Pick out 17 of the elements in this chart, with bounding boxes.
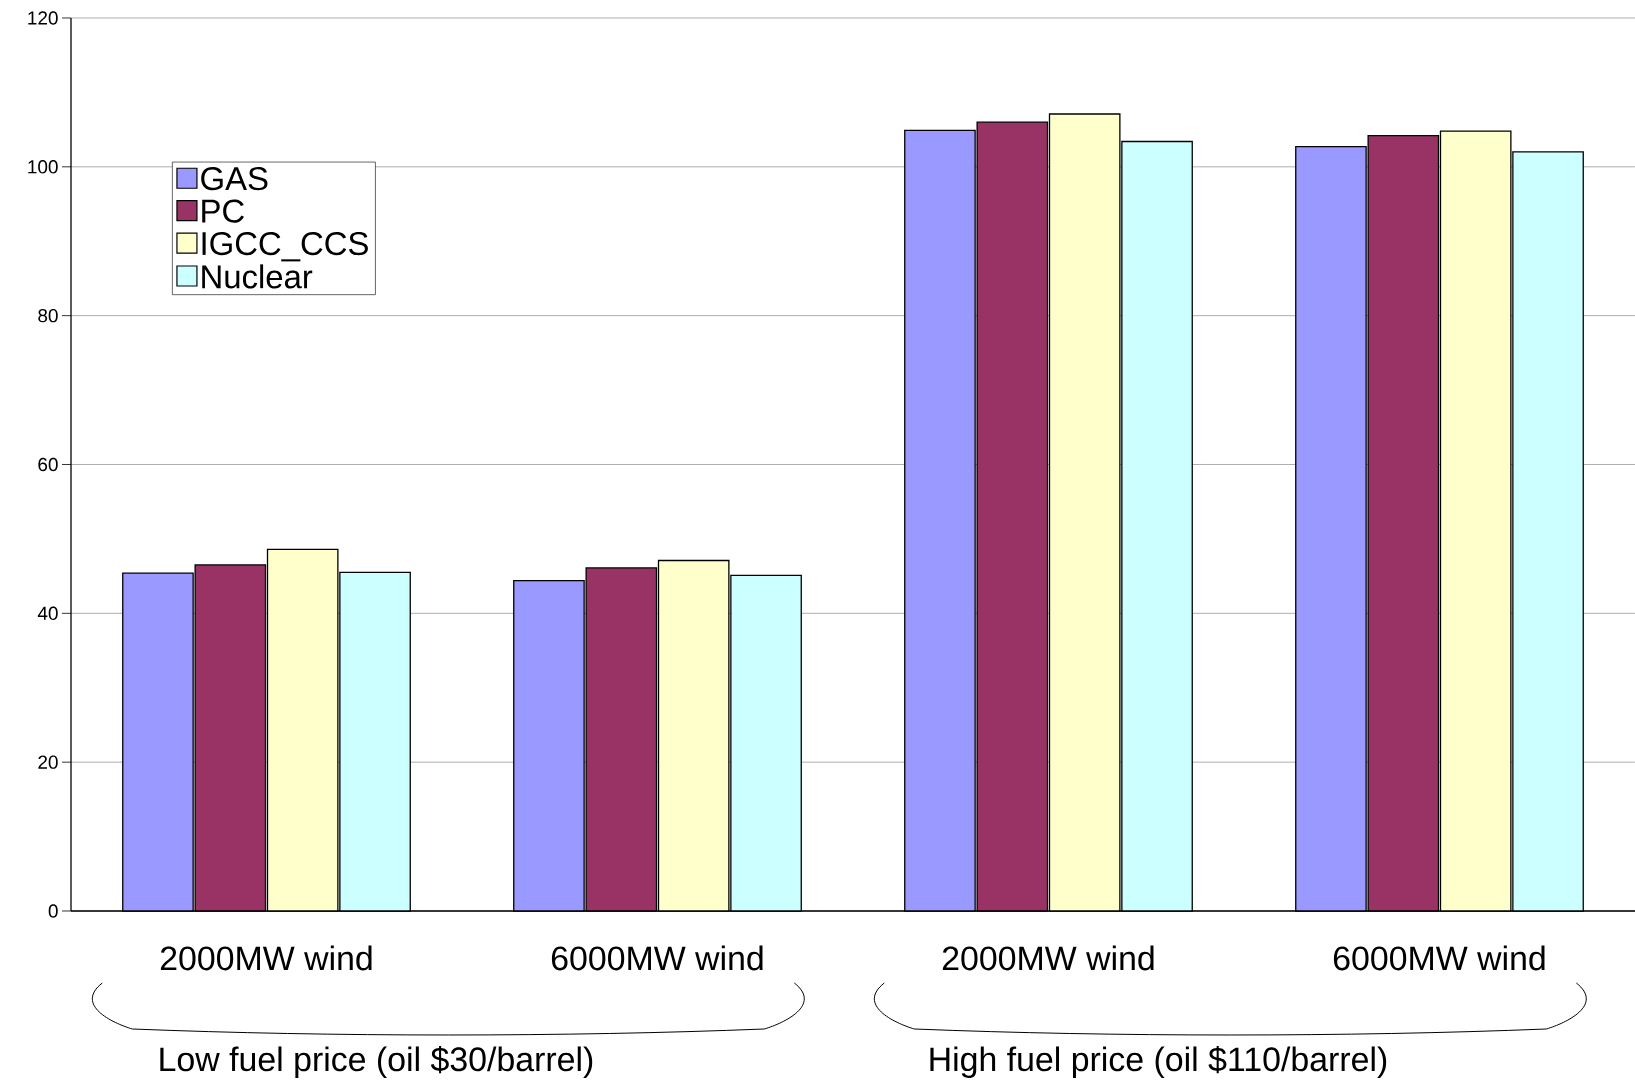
legend-label: PC (202, 199, 244, 223)
text: Low fuel price (oil $30/barrel) (160, 1045, 593, 1079)
y-tick-label: 0 (48, 904, 58, 918)
x-tick-label: 2000MW wind (942, 945, 1154, 971)
x-tick-label: 6000MW wind (1333, 945, 1545, 971)
text: High fuel price (oil $110/barrel) (930, 1045, 1387, 1079)
x-tick-label: 2000MW wind (160, 945, 372, 971)
legend-label: GAS (201, 167, 268, 191)
legend-label: Nuclear (202, 264, 313, 289)
legend-label: IGCC_CCS (202, 231, 368, 262)
x-tick-label: 6000MW wind (551, 945, 763, 971)
y-tick-label: 40 (37, 606, 58, 621)
y-tick-label: 120 (28, 11, 58, 25)
y-tick-label: 100 (28, 160, 58, 174)
y-tick-label: 20 (38, 755, 58, 769)
y-tick-label: 80 (38, 308, 58, 323)
y-tick-label: 60 (38, 457, 58, 472)
